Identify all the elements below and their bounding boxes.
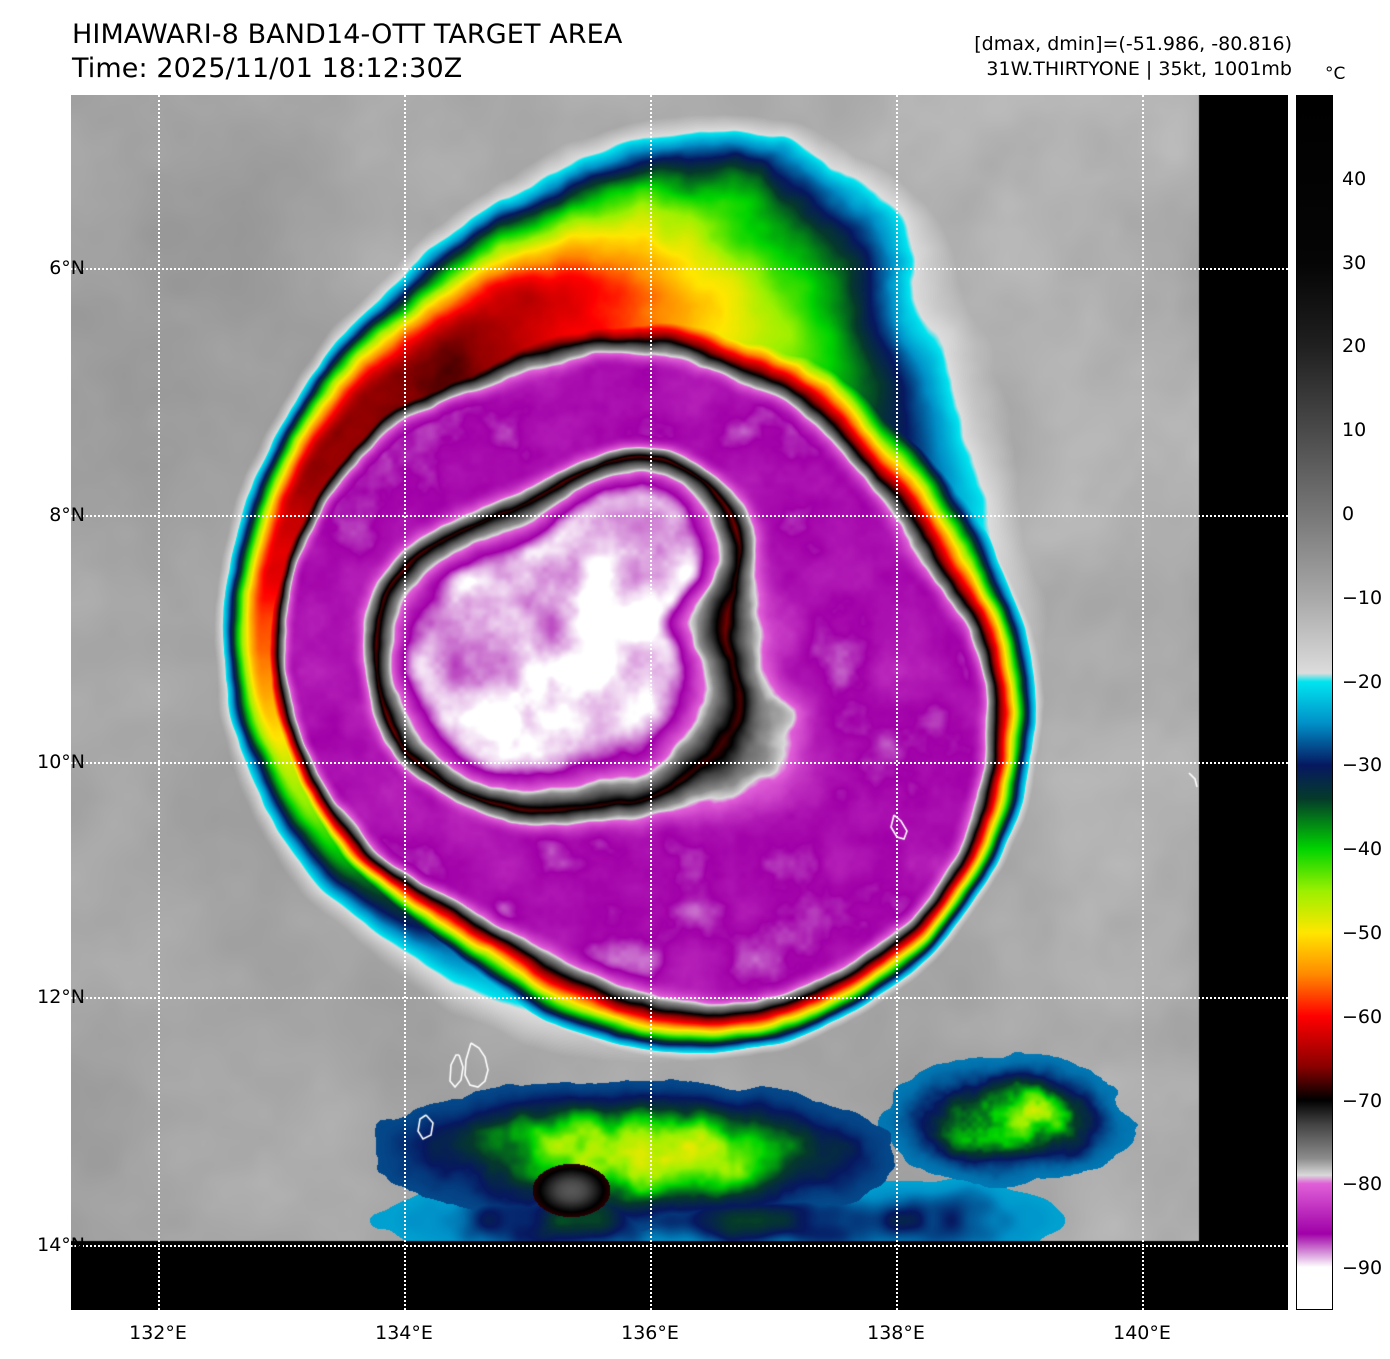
- colorbar-unit-label: °C: [1325, 64, 1346, 84]
- temperature-colorbar: [1296, 95, 1333, 1310]
- lon-tick-132: 132°E: [129, 1322, 187, 1344]
- lon-tick-136: 136°E: [621, 1322, 679, 1344]
- lat-tick-6: 6°N: [49, 257, 85, 279]
- lat-tick-14: 14°N: [37, 1234, 85, 1256]
- lon-tick-140: 140°E: [1113, 1322, 1171, 1344]
- colorbar-tick-minus30: −30: [1342, 754, 1383, 777]
- colorbar-tick-minus10: −10: [1342, 586, 1383, 609]
- colorbar-tick-40: 40: [1342, 167, 1367, 190]
- colorbar-tick-minus60: −60: [1342, 1005, 1383, 1028]
- lat-tick-8: 8°N: [49, 504, 85, 526]
- satellite-infrared-image: [71, 95, 1288, 1310]
- colorbar-tick-10: 10: [1342, 419, 1367, 442]
- colorbar-tick-20: 20: [1342, 335, 1367, 358]
- colorbar-gradient: [1297, 96, 1332, 1309]
- colorbar-tick-30: 30: [1342, 251, 1367, 274]
- lon-tick-134: 134°E: [375, 1322, 433, 1344]
- metadata-block: [dmax, dmin]=(-51.986, -80.816) 31W.THIR…: [974, 32, 1292, 82]
- product-title: HIMAWARI-8 BAND14-OTT TARGET AREA: [72, 19, 623, 50]
- lat-tick-10: 10°N: [37, 751, 85, 773]
- colorbar-tick-0: 0: [1342, 502, 1355, 525]
- colorbar-tick-minus40: −40: [1342, 838, 1383, 861]
- observation-time: Time: 2025/11/01 18:12:30Z: [72, 53, 463, 84]
- lon-tick-138: 138°E: [867, 1322, 925, 1344]
- colorbar-tick-minus20: −20: [1342, 670, 1383, 693]
- lat-tick-12: 12°N: [37, 986, 85, 1008]
- colorbar-tick-minus50: −50: [1342, 921, 1383, 944]
- satellite-image-panel: Copyright © 2020-2025 Dapiya: [71, 95, 1288, 1310]
- colorbar-tick-minus80: −80: [1342, 1173, 1383, 1196]
- dmax-dmin-readout: [dmax, dmin]=(-51.986, -80.816): [974, 33, 1292, 55]
- colorbar-tick-minus70: −70: [1342, 1089, 1383, 1112]
- page-title: HIMAWARI-8 BAND14-OTT TARGET AREA Time: …: [72, 18, 622, 86]
- storm-info-readout: 31W.THIRTYONE | 35kt, 1001mb: [986, 58, 1292, 80]
- colorbar-tick-minus90: −90: [1342, 1257, 1383, 1280]
